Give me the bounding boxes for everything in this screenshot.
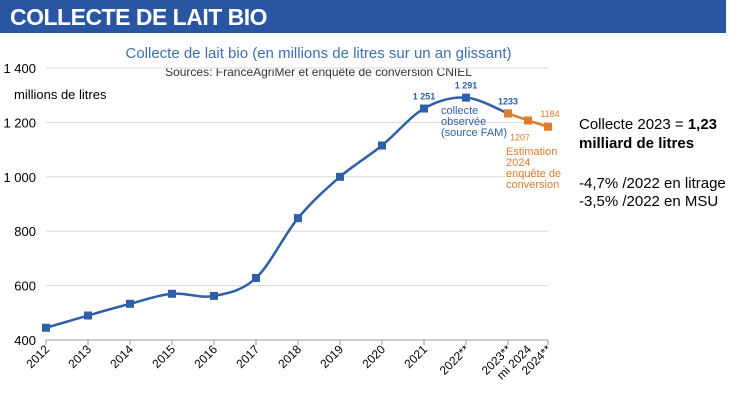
data-point (252, 273, 260, 282)
summary-prefix: Collecte 2023 = (579, 116, 688, 133)
annotation-observed: (source FAM) (441, 127, 507, 139)
data-point (378, 141, 386, 150)
data-point (336, 172, 344, 181)
x-tick-label: 2016 (191, 342, 220, 371)
banner-title: COLLECTE DE LAIT BIO (10, 4, 268, 30)
data-point (504, 109, 512, 118)
data-label: 1 251 (413, 92, 436, 102)
data-label: 1184 (540, 109, 559, 119)
annotation-estimate: conversion (506, 179, 559, 191)
title-banner: COLLECTE DE LAIT BIO (0, 0, 726, 33)
x-tick-label: 2019 (317, 342, 346, 371)
data-label: 1207 (510, 132, 530, 142)
summary-line-3: -4,7% /2022 en litrage (579, 175, 726, 192)
data-point (84, 311, 92, 320)
x-tick-label: 2021 (401, 342, 430, 371)
x-tick-label: 2018 (275, 342, 304, 371)
annotation-observed: observée (441, 116, 486, 128)
annotation-estimate: enquête de (506, 168, 561, 180)
y-tick-label: 600 (14, 279, 36, 294)
x-tick-label: 2022** (437, 342, 473, 378)
data-point (168, 289, 176, 298)
annotation-estimate: 2024 (506, 157, 530, 169)
x-tick-label: 2015 (149, 342, 178, 371)
summary-line-1: Collecte 2023 = 1,23 (579, 115, 717, 134)
data-point (210, 291, 218, 300)
summary-line-2: milliard de litres (579, 135, 695, 152)
data-point (42, 323, 50, 332)
y-tick-label: 1 000 (3, 170, 36, 185)
chart-title: Collecte de lait bio (en millions de lit… (125, 45, 512, 62)
data-point (126, 299, 134, 308)
y-tick-label: 400 (14, 333, 36, 348)
y-tick-label: 1 400 (3, 61, 36, 76)
annotation-observed: collecte (441, 105, 478, 117)
x-tick-label: 2013 (65, 342, 94, 371)
data-label: 1233 (498, 96, 518, 106)
summary-value: 1,23 (687, 116, 718, 133)
x-tick-label: 2020 (359, 342, 388, 371)
data-point (294, 214, 302, 223)
data-point (544, 122, 552, 131)
y-axis-label: millions de litres (14, 87, 107, 102)
series-line-0 (45, 96, 509, 329)
data-label: 1 291 (455, 81, 478, 91)
y-tick-label: 1 200 (3, 115, 36, 130)
data-point (524, 116, 532, 125)
data-point (420, 104, 428, 113)
x-tick-label: 2014 (107, 342, 136, 371)
x-tick-label: 2017 (233, 342, 262, 371)
summary-line-4: -3,5% /2022 en MSU (579, 193, 719, 210)
y-tick-label: 800 (14, 224, 36, 239)
data-point (462, 93, 470, 102)
annotation-estimate: Estimation (506, 146, 557, 158)
